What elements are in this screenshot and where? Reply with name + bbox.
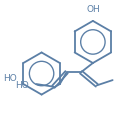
Text: OH: OH (87, 5, 100, 14)
Text: HO: HO (3, 74, 17, 83)
Text: HO: HO (15, 81, 28, 90)
